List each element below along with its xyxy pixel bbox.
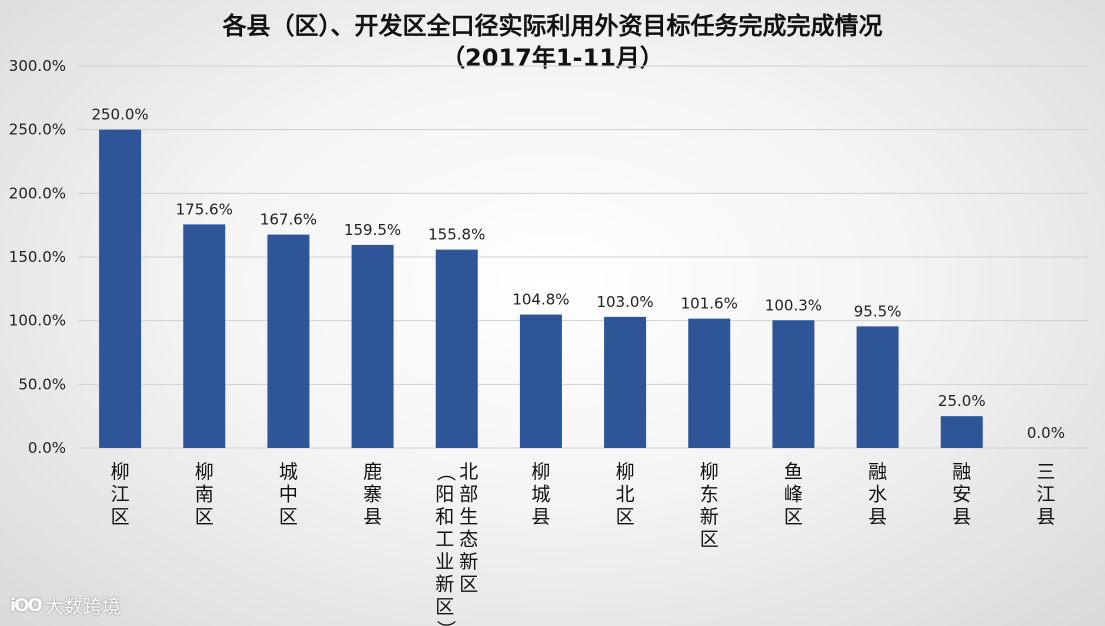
x-tick-label: 北	[616, 484, 635, 506]
y-tick-label: 100.0%	[9, 312, 66, 330]
x-tick-label: 柳	[700, 461, 719, 483]
data-label: 104.8%	[512, 291, 569, 309]
x-tick-label: 县	[531, 506, 550, 528]
x-tick-label: 部	[459, 484, 478, 506]
data-label: 25.0%	[938, 392, 986, 410]
x-tick-label: 区	[195, 506, 214, 528]
y-tick-label: 50.0%	[18, 375, 66, 393]
x-tick-label: 县	[363, 506, 382, 528]
x-tick-label: 区	[111, 506, 130, 528]
x-tick-label: 三	[1036, 461, 1055, 483]
x-tick-label: 南	[195, 484, 214, 506]
x-tick-label: 新	[459, 551, 478, 573]
x-tick-label: （	[434, 462, 456, 481]
watermark-logo: iOO	[10, 595, 43, 616]
bar	[688, 318, 731, 448]
x-tick-label: 柳	[111, 461, 130, 483]
x-tick-label: 区	[435, 596, 454, 618]
x-tick-label: 区	[616, 506, 635, 528]
bar	[351, 244, 394, 448]
data-label: 155.8%	[428, 226, 485, 244]
x-tick-label: 区	[459, 574, 478, 596]
bar	[519, 314, 562, 448]
x-tick-label: 新	[700, 506, 719, 528]
x-tick-label: 柳	[195, 461, 214, 483]
x-tick-label: 生	[459, 506, 478, 528]
x-tick-label: 城	[531, 484, 550, 506]
bar	[99, 129, 142, 448]
x-tick-label: 鱼	[784, 461, 803, 483]
data-label: 100.3%	[765, 296, 822, 314]
data-label: 175.6%	[176, 200, 233, 218]
data-label: 159.5%	[344, 221, 401, 239]
x-tick-label: 江	[1036, 484, 1055, 506]
x-tick-label: 县	[868, 506, 887, 528]
x-tick-label: 融	[952, 461, 971, 483]
x-tick-label: 城	[279, 461, 298, 483]
data-label: 103.0%	[596, 293, 653, 311]
chart-title: 各县（区）、开发区全口径实际利用外资目标任务完成完成情况	[222, 12, 883, 40]
x-tick-label: 新	[435, 574, 454, 596]
x-tick-label: 寨	[363, 484, 382, 506]
watermark: iOO 大数跨境	[10, 592, 121, 619]
data-label: 167.6%	[260, 211, 317, 229]
x-tick-label: 区	[279, 506, 298, 528]
x-tick-label: 鹿	[363, 461, 382, 483]
x-tick-label: 柳	[616, 461, 635, 483]
x-tick-label: 县	[1036, 506, 1055, 528]
x-tick-label: 安	[952, 484, 971, 506]
x-tick-label: 江	[111, 484, 130, 506]
x-tick-label: 北	[459, 461, 478, 483]
x-tick-label: 柳	[531, 461, 550, 483]
x-tick-label: 东	[700, 484, 719, 506]
data-label: 95.5%	[854, 302, 902, 320]
x-tick-label: 阳	[435, 484, 454, 506]
x-tick-label: 水	[868, 484, 887, 506]
chart-subtitle: （2017年1-11月）	[441, 44, 664, 72]
y-tick-label: 300.0%	[9, 57, 66, 75]
x-tick-label: 工	[435, 529, 454, 551]
x-tick-label: 区	[784, 506, 803, 528]
data-label: 101.6%	[681, 295, 738, 313]
y-tick-label: 200.0%	[9, 184, 66, 202]
bar	[267, 234, 310, 448]
y-tick-label: 250.0%	[9, 121, 66, 139]
bar	[604, 316, 647, 448]
bar	[940, 416, 983, 448]
x-tick-label: 中	[279, 484, 298, 506]
y-tick-label: 0.0%	[28, 439, 66, 457]
x-tick-label: ）	[434, 620, 456, 626]
x-tick-label: 态	[459, 529, 478, 551]
bar	[856, 326, 899, 448]
bar	[772, 320, 815, 448]
x-tick-label: 区	[700, 529, 719, 551]
x-tick-label: 融	[868, 461, 887, 483]
watermark-text: 大数跨境	[44, 596, 121, 618]
data-label: 250.0%	[91, 106, 148, 124]
x-tick-label: 业	[435, 551, 454, 573]
x-tick-label: 峰	[784, 484, 803, 506]
bar	[183, 224, 226, 448]
bar	[435, 249, 478, 448]
data-label: 0.0%	[1027, 424, 1065, 442]
y-tick-label: 150.0%	[9, 248, 66, 266]
x-tick-label: 县	[952, 506, 971, 528]
x-tick-label: 和	[435, 506, 454, 528]
